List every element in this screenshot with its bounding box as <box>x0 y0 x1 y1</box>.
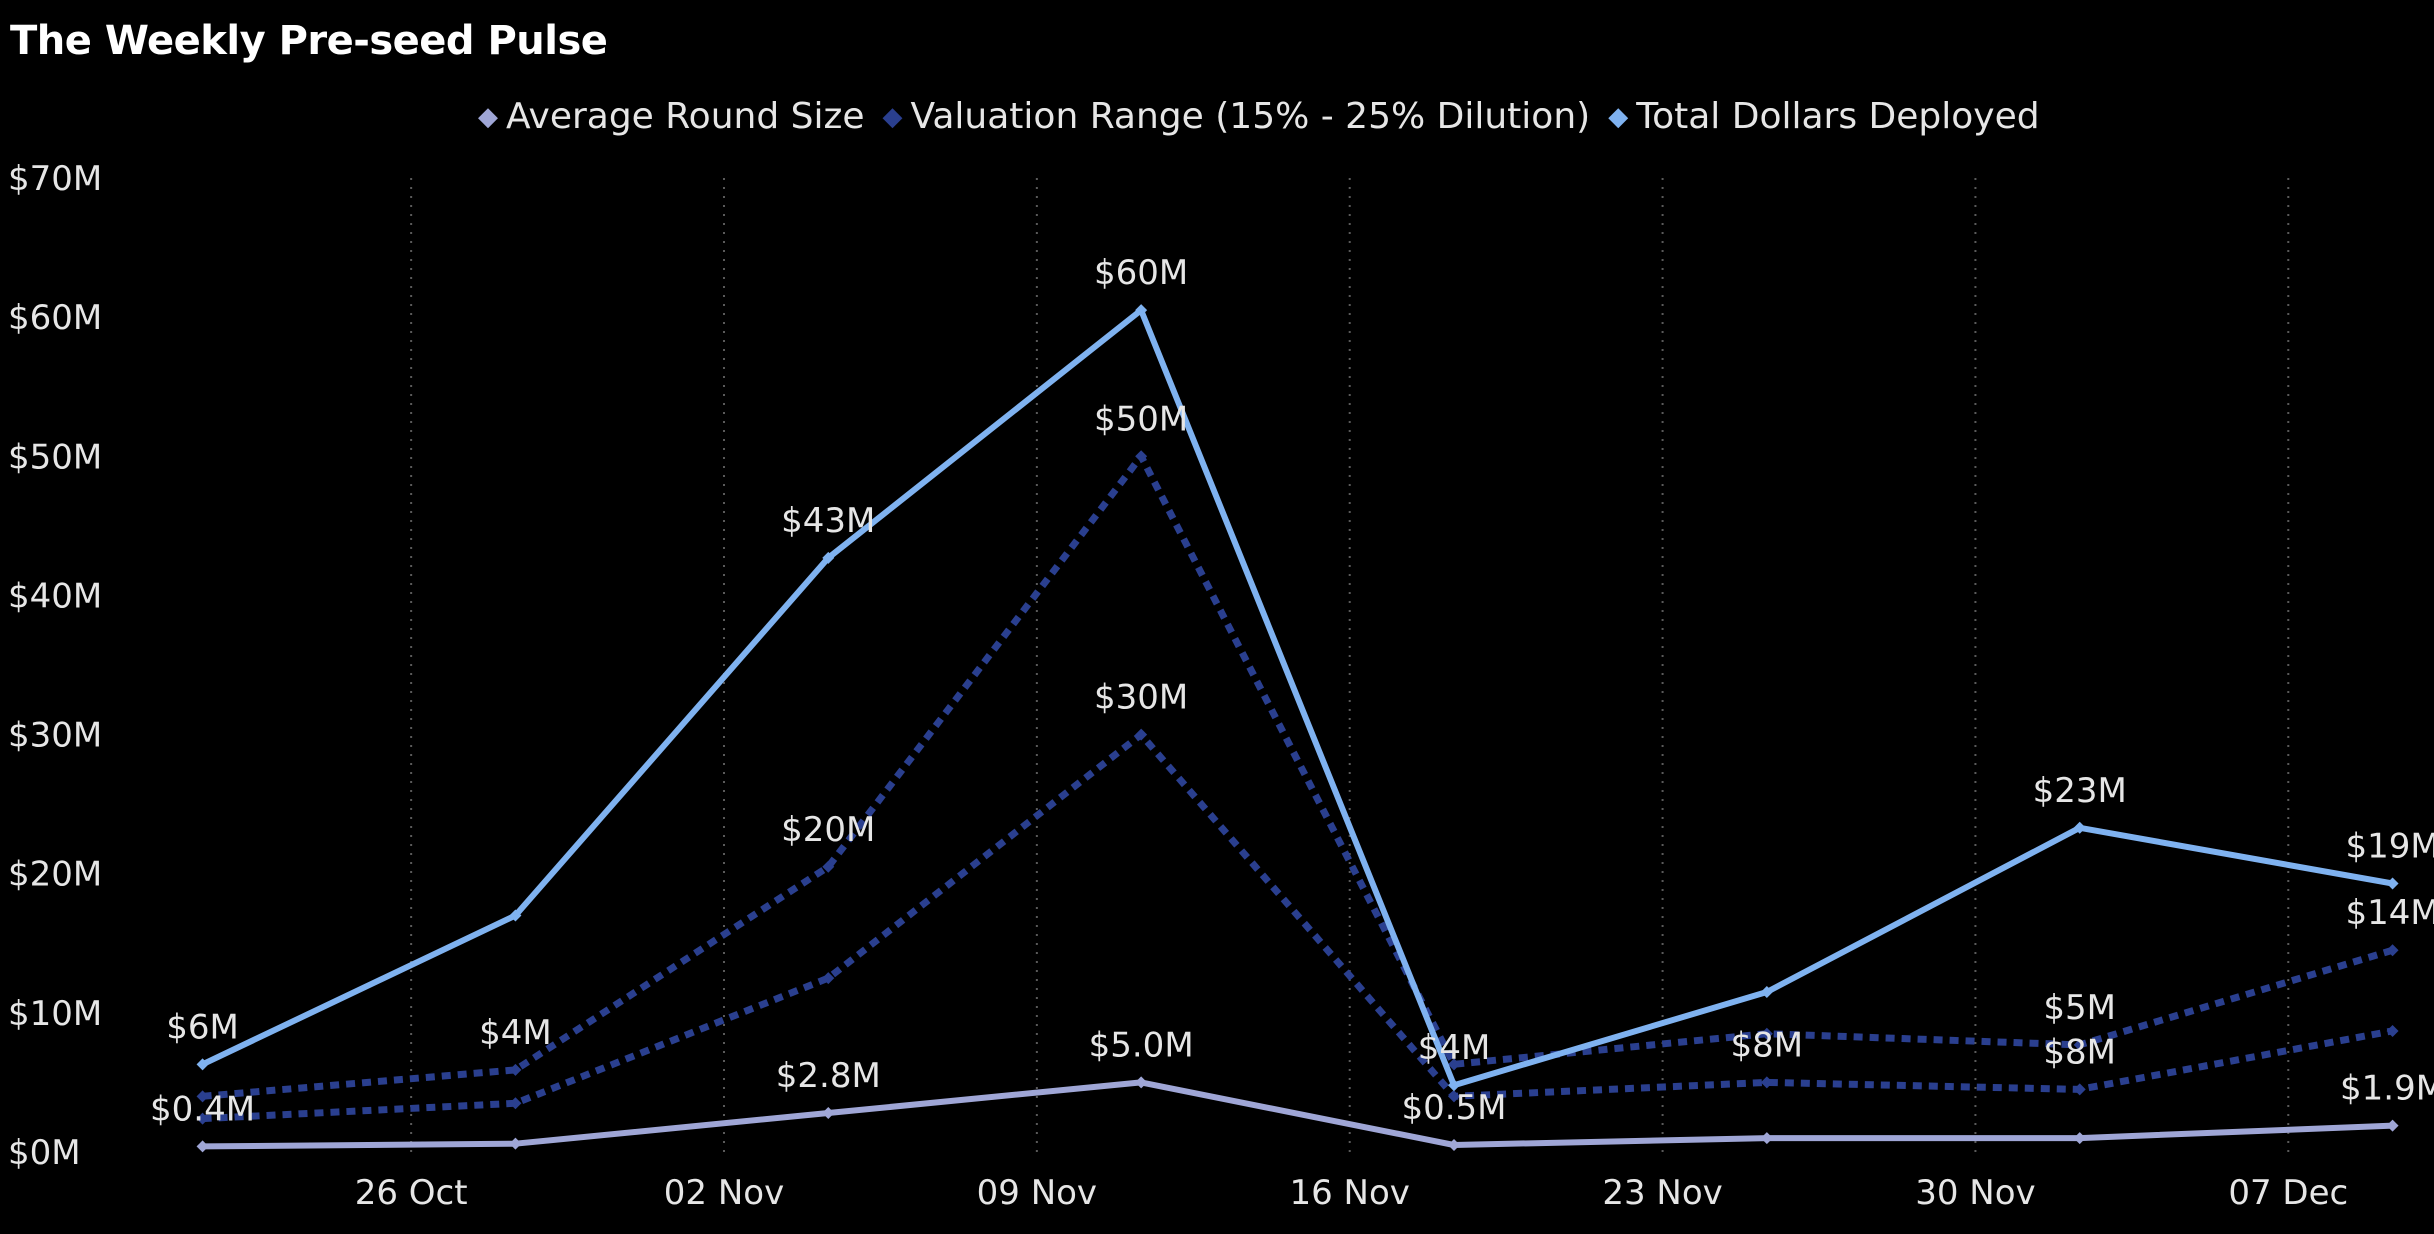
total-dollars-deployed-point <box>2073 821 2086 834</box>
data-label: $14M <box>2345 893 2434 933</box>
average-round-size-point <box>822 1107 835 1120</box>
legend-item-valuation-range[interactable]: ◆ Valuation Range (15% - 25% Dilution) <box>883 96 1591 137</box>
valuation-range-upper-line <box>202 452 2394 1100</box>
x-tick-label: 26 Oct <box>355 1173 468 1213</box>
average-round-size-point <box>1760 1132 1773 1145</box>
y-tick-label: $50M <box>8 437 102 477</box>
total-dollars-deployed-point <box>2386 877 2399 890</box>
average-round-size-point <box>2073 1132 2086 1145</box>
legend-item-average-round-size[interactable]: ◆ Average Round Size <box>478 96 865 137</box>
total-dollars-deployed-point <box>822 551 835 564</box>
legend-label: Valuation Range (15% - 25% Dilution) <box>910 96 1591 137</box>
total-dollars-deployed-point <box>196 1058 209 1071</box>
data-label: $0.5M <box>1401 1088 1506 1128</box>
data-label: $20M <box>781 810 875 850</box>
data-label: $8M <box>1731 1025 1804 1065</box>
total-dollars-deployed-line <box>199 307 2396 1089</box>
valuation-range-point <box>822 860 835 873</box>
legend-label: Average Round Size <box>506 96 865 137</box>
x-tick-label: 30 Nov <box>1915 1173 2035 1213</box>
valuation-range-point <box>2073 1083 2086 1096</box>
average-round-size-line <box>199 1079 2396 1150</box>
data-label: $6M <box>166 1007 239 1047</box>
data-label: $23M <box>2033 771 2127 811</box>
total-dollars-deployed-point <box>1448 1079 1460 1092</box>
diamond-marker-icon: ◆ <box>478 101 498 132</box>
average-round-size-point <box>509 1137 522 1150</box>
valuation-range-point <box>1448 1090 1460 1103</box>
valuation-range-point <box>196 1090 209 1103</box>
total-dollars-deployed-point <box>509 909 522 922</box>
diamond-marker-icon: ◆ <box>1608 101 1629 132</box>
average-round-size-point <box>196 1140 209 1153</box>
y-tick-label: $0M <box>8 1133 81 1173</box>
data-label: $50M <box>1094 399 1188 439</box>
x-tick-label: 09 Nov <box>977 1173 1097 1213</box>
y-tick-label: $40M <box>8 576 102 616</box>
chart-title: The Weekly Pre-seed Pulse <box>10 18 608 64</box>
valuation-range-point <box>1760 1027 1773 1040</box>
x-tick-label: 07 Dec <box>2228 1173 2348 1213</box>
data-label: $60M <box>1094 253 1188 293</box>
valuation-range-point <box>2386 944 2399 957</box>
y-tick-label: $20M <box>8 855 102 895</box>
data-label: $8M <box>2043 1032 2116 1072</box>
valuation-range-point <box>1135 728 1148 741</box>
data-label: $30M <box>1094 678 1188 718</box>
x-tick-label: 16 Nov <box>1289 1173 1409 1213</box>
x-tick-label: 23 Nov <box>1602 1173 1722 1213</box>
valuation-range-point <box>1760 1076 1773 1089</box>
valuation-range-point <box>1135 450 1148 463</box>
data-label: $43M <box>781 501 875 541</box>
valuation-range-point <box>1448 1058 1460 1071</box>
total-dollars-deployed-point <box>1760 985 1773 998</box>
diamond-marker-icon: ◆ <box>882 101 903 132</box>
valuation-range-point <box>509 1063 522 1076</box>
data-label: $1.9M <box>2340 1069 2434 1109</box>
legend-label: Total Dollars Deployed <box>1636 96 2040 137</box>
valuation-range-point <box>196 1112 209 1125</box>
data-label: $4M <box>479 1013 552 1053</box>
total-dollars-deployed-point <box>1135 304 1148 317</box>
data-label: $2.8M <box>776 1056 881 1096</box>
legend-item-total-dollars-deployed[interactable]: ◆ Total Dollars Deployed <box>1608 96 2039 137</box>
valuation-range-point <box>509 1097 522 1110</box>
y-tick-label: $10M <box>8 994 102 1034</box>
valuation-range-point <box>822 972 835 985</box>
y-tick-label: $30M <box>8 716 102 756</box>
x-tick-label: 02 Nov <box>664 1173 784 1213</box>
average-round-size-point <box>2386 1119 2399 1132</box>
valuation-range-point <box>2073 1038 2086 1051</box>
data-label: $19M <box>2345 826 2434 866</box>
valuation-range-point <box>2386 1024 2399 1037</box>
y-tick-label: $60M <box>8 298 102 338</box>
data-label: $4M <box>1418 1028 1491 1068</box>
data-label: $5.0M <box>1089 1025 1194 1065</box>
data-label: $5M <box>2043 988 2116 1028</box>
average-round-size-point <box>1135 1076 1148 1089</box>
valuation-range-lower-line <box>202 731 2394 1123</box>
legend: ◆ Average Round Size ◆ Valuation Range (… <box>478 96 2058 137</box>
data-label: $0.4M <box>150 1089 255 1129</box>
average-round-size-point <box>1448 1139 1460 1152</box>
y-tick-label: $70M <box>8 159 102 199</box>
